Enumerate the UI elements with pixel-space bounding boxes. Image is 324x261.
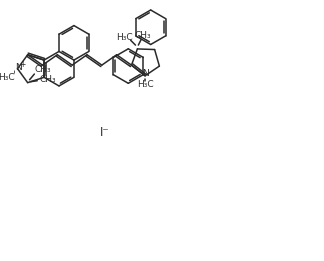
Text: N: N xyxy=(142,69,148,78)
Text: CH₃: CH₃ xyxy=(35,65,51,74)
Text: H₃C: H₃C xyxy=(137,80,153,89)
Text: I⁻: I⁻ xyxy=(100,126,110,139)
Text: N: N xyxy=(15,63,22,72)
Text: CH₃: CH₃ xyxy=(135,31,151,40)
Text: CH₃: CH₃ xyxy=(40,75,56,84)
Text: H₃C: H₃C xyxy=(116,33,132,42)
Text: +: + xyxy=(19,60,26,69)
Text: H₃C: H₃C xyxy=(0,73,14,82)
